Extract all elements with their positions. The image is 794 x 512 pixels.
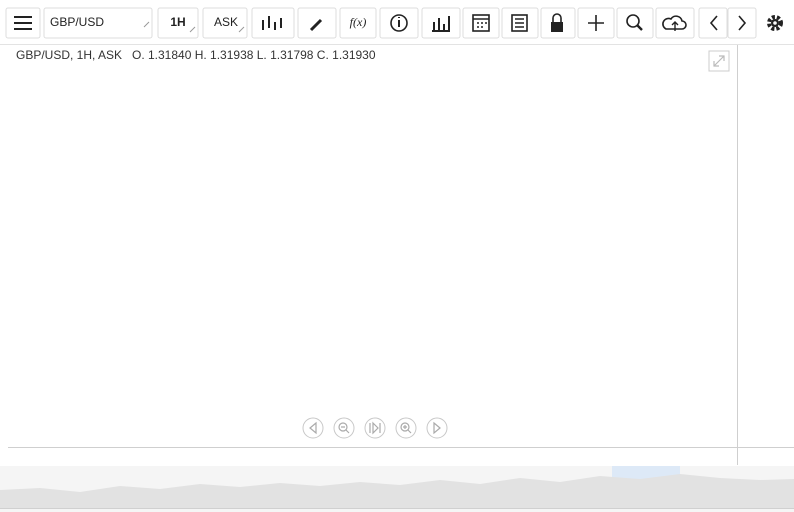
info-button[interactable] [379,7,419,39]
lock-button[interactable] [540,7,576,39]
zoom-in[interactable] [395,417,417,439]
interval: 1H [170,15,185,29]
symbol: GBP/USD [50,15,104,29]
toolbar: GBP/USD 1H ASK f(x) [0,0,794,45]
price-type-select[interactable]: ASK [202,7,248,39]
reset-view[interactable] [364,417,386,439]
menu-button[interactable] [5,7,41,39]
chart-title: GBP/USD, 1H, ASK [16,48,122,62]
settings-button[interactable] [767,15,783,31]
zoom-out[interactable] [333,417,355,439]
function-button[interactable]: f(x) [339,7,377,39]
prev-button[interactable] [698,7,728,39]
calendar-button[interactable] [462,7,500,39]
crosshair-button[interactable] [577,7,615,39]
indicators-button[interactable] [421,7,461,39]
function-label: f(x) [350,15,367,29]
cloud-button[interactable] [655,7,695,39]
scroll-left[interactable] [302,417,324,439]
draw-button[interactable] [297,7,337,39]
next-button[interactable] [727,7,757,39]
zoom-controls [302,417,448,439]
scroll-right[interactable] [426,417,448,439]
navigator[interactable] [0,466,794,512]
ohlc-readout: O. 1.31840 H. 1.31938 L. 1.31798 C. 1.31… [132,48,376,62]
interval-select[interactable]: 1H [157,7,199,39]
price-type: ASK [214,15,238,29]
zoom-button[interactable] [616,7,654,39]
report-button[interactable] [501,7,539,39]
legend: GBP/USD, 1H, ASK O. 1.31840 H. 1.31938 L… [16,48,376,62]
expand-button[interactable] [708,50,730,72]
chart-type-button[interactable] [251,7,295,39]
symbol-select[interactable]: GBP/USD [43,7,153,39]
